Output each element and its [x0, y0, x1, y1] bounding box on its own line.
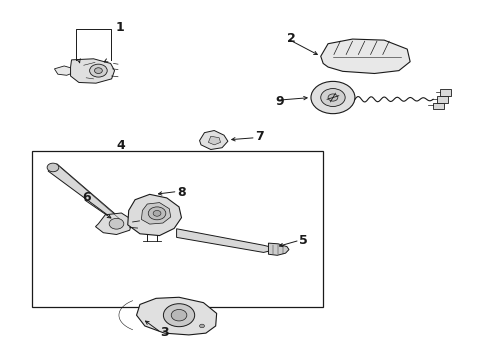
Circle shape [199, 324, 204, 328]
Circle shape [109, 219, 124, 229]
Polygon shape [137, 297, 217, 335]
Circle shape [148, 207, 166, 220]
Text: 8: 8 [177, 186, 186, 199]
Text: 4: 4 [116, 139, 125, 152]
Circle shape [47, 163, 59, 172]
Text: 2: 2 [287, 32, 296, 45]
Polygon shape [128, 194, 181, 235]
Polygon shape [71, 59, 115, 83]
Text: 9: 9 [275, 95, 284, 108]
Circle shape [311, 81, 355, 114]
Text: 5: 5 [299, 234, 308, 247]
Bar [433, 103, 444, 109]
Bar [32, 151, 323, 307]
Bar [437, 96, 448, 103]
Polygon shape [54, 66, 73, 75]
Circle shape [171, 310, 187, 321]
Polygon shape [176, 229, 271, 252]
Circle shape [163, 304, 195, 327]
Bar [441, 89, 451, 96]
Text: 3: 3 [160, 326, 169, 339]
Polygon shape [48, 164, 122, 222]
Polygon shape [321, 39, 410, 73]
Text: 1: 1 [116, 21, 125, 34]
Polygon shape [208, 136, 220, 145]
Text: 6: 6 [82, 192, 91, 204]
Polygon shape [199, 131, 228, 149]
Text: 7: 7 [255, 130, 264, 144]
Circle shape [95, 68, 102, 73]
Polygon shape [96, 213, 133, 234]
Circle shape [321, 89, 345, 107]
Polygon shape [142, 203, 171, 224]
Circle shape [153, 211, 161, 216]
Circle shape [90, 64, 107, 77]
Polygon shape [269, 243, 289, 255]
Circle shape [328, 94, 338, 101]
